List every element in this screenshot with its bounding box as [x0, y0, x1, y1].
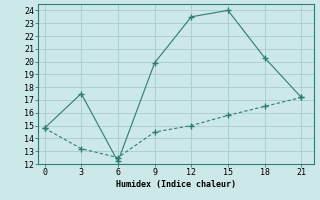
X-axis label: Humidex (Indice chaleur): Humidex (Indice chaleur) [116, 180, 236, 189]
